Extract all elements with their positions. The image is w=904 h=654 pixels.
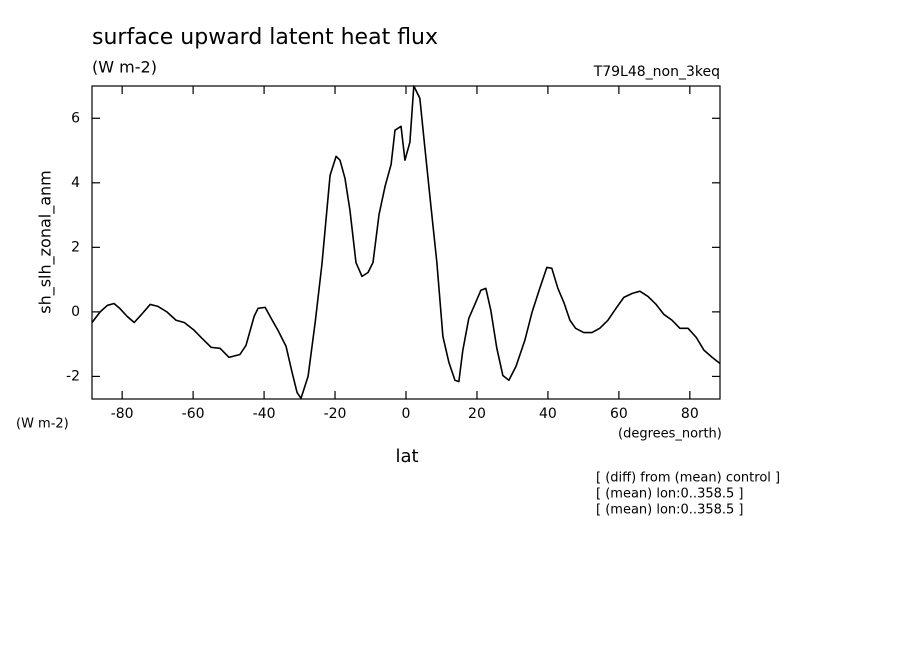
annotation: [ (mean) lon:0..358.5 ] bbox=[596, 503, 744, 518]
x-tick-label: 40 bbox=[539, 406, 557, 422]
x-tick-label: -40 bbox=[253, 406, 276, 422]
y-tick-label: 2 bbox=[71, 239, 80, 255]
subtitle: (W m-2) bbox=[92, 58, 157, 77]
x-tick-label: 20 bbox=[468, 406, 486, 422]
annotation: [ (diff) from (mean) control ] bbox=[596, 471, 780, 486]
data-line bbox=[91, 85, 721, 400]
y-tick-label: 0 bbox=[71, 304, 80, 320]
x-axis-label: lat bbox=[395, 446, 418, 467]
x-tick-label: -20 bbox=[324, 406, 347, 422]
x-tick-label: -60 bbox=[182, 406, 205, 422]
x-tick-label: 60 bbox=[610, 406, 628, 422]
chart-title: surface upward latent heat flux bbox=[92, 25, 438, 50]
y-tick-label: 6 bbox=[71, 110, 80, 126]
run-label: T79L48_non_3keq bbox=[593, 64, 720, 80]
x-tick-label: 0 bbox=[402, 406, 411, 422]
x-tick-label: 80 bbox=[681, 406, 699, 422]
y-tick-label: -2 bbox=[66, 368, 80, 384]
y-tick-label: 4 bbox=[71, 175, 80, 191]
y-axis-label: sh_slh_zonal_anm bbox=[36, 170, 56, 314]
x-tick-label: -80 bbox=[111, 406, 134, 422]
x-units: (degrees_north) bbox=[618, 427, 722, 442]
y-units: (W m-2) bbox=[16, 417, 69, 432]
annotation: [ (mean) lon:0..358.5 ] bbox=[596, 487, 744, 502]
